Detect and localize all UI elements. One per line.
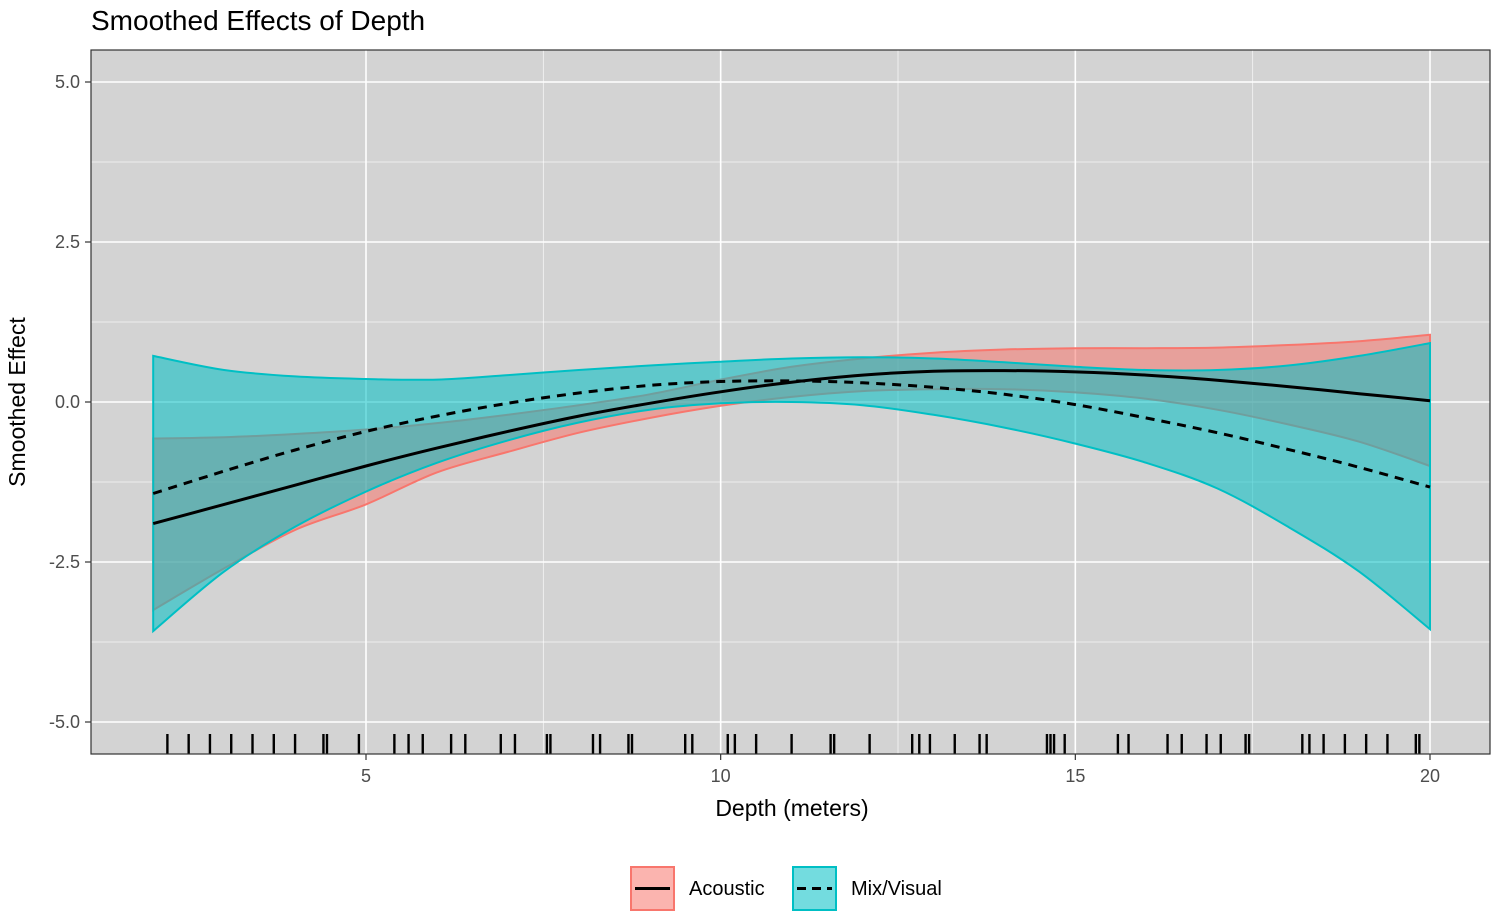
chart-title: Smoothed Effects of Depth [91,5,425,36]
rug-marks [166,734,1421,754]
fit-lines [152,369,1431,526]
x-tick-label: 20 [1420,766,1440,786]
y-tick-label: 5.0 [55,72,80,92]
band-mix-visual [152,341,1431,634]
y-axis-title: Smoothed Effect [4,317,30,487]
axes: 5 10 15 20 5.0 2.5 0.0 -2.5 -5.0 [49,72,1440,786]
y-tick-label: -5.0 [49,712,80,732]
fit-line-mix-visual [152,379,1431,495]
legend-label: Mix/Visual [851,878,942,900]
x-tick-label: 5 [361,766,371,786]
y-tick-label: -2.5 [49,552,80,572]
confidence-bands [152,333,1431,634]
y-tick-label: 0.0 [55,392,80,412]
x-tick-label: 15 [1065,766,1085,786]
y-tick-label: 2.5 [55,232,80,252]
legend-label: Acoustic [689,878,765,900]
fit-line-acoustic [152,369,1431,526]
x-tick-label: 10 [711,766,731,786]
x-axis-title: Depth (meters) [715,795,868,821]
legend: Acoustic Mix/Visual [630,866,942,911]
